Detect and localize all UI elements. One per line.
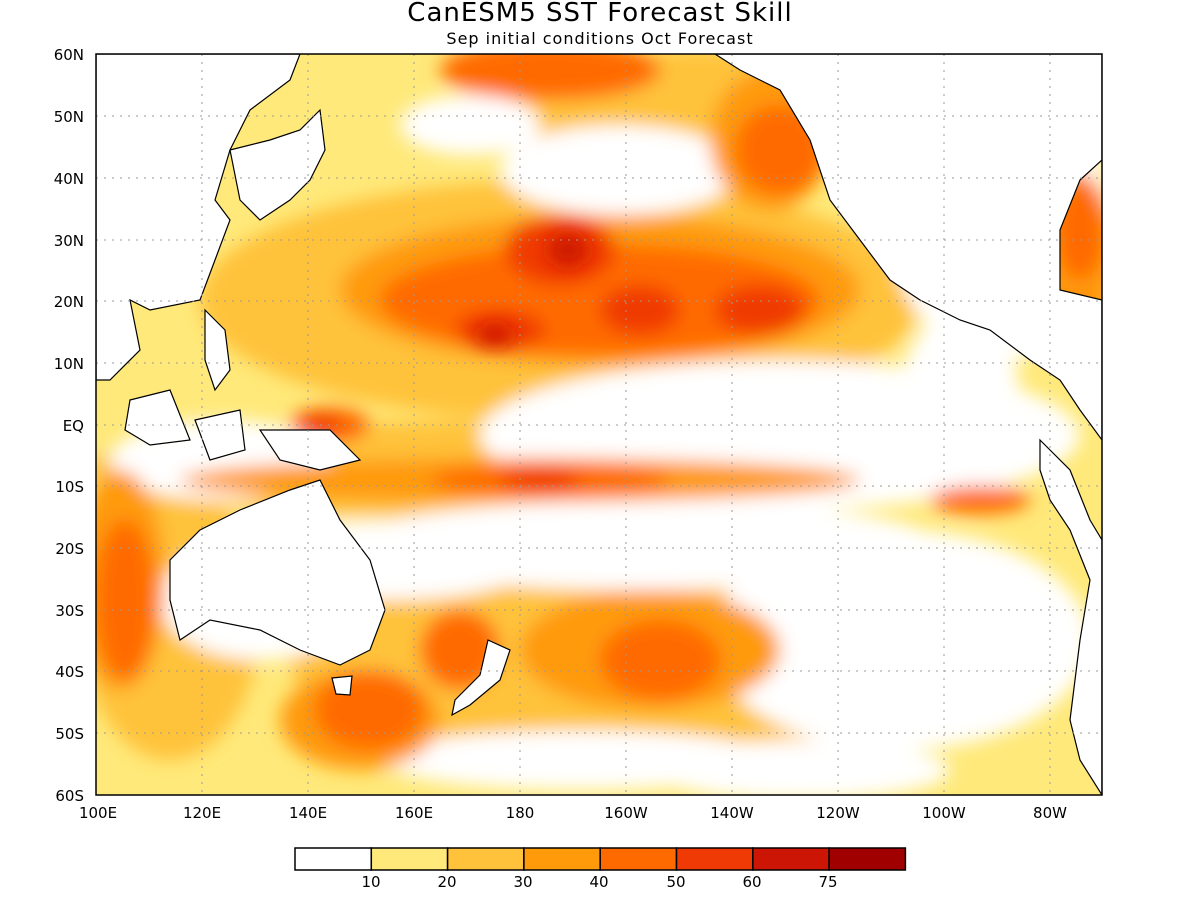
lat-axis: 60N 50N 40N 30N 20N 10N EQ 10S 20S 30S 4… [54,46,84,805]
colorbar [294,847,907,871]
lon-label: 180 [506,804,535,822]
colorbar-swatch [523,847,601,871]
colorbar-swatch [294,847,373,871]
lon-label: 100E [79,804,117,822]
lon-label: 120W [816,804,860,822]
lat-label: EQ [63,417,84,435]
colorbar-label: 60 [742,873,761,891]
map-frame [95,53,1103,796]
lon-axis: 100E 120E 140E 160E 180 160W 140W 120W 1… [79,804,1067,822]
colorbar-swatch [675,847,754,871]
colorbar-swatch [446,847,525,871]
lat-label: 50N [54,108,84,126]
lat-label: 30N [54,232,84,250]
chart-subtitle: Sep initial conditions Oct Forecast [446,29,754,48]
colorbar-swatch [828,847,907,871]
lat-label: 10N [54,355,84,373]
lat-label: 60S [55,787,84,805]
lat-label: 10S [55,478,84,496]
colorbar-swatch [752,847,830,871]
colorbar-label: 40 [589,873,608,891]
lon-label: 160W [604,804,648,822]
skill-field [96,54,1102,795]
lon-label: 140E [289,804,327,822]
lat-label: 30S [55,602,84,620]
colorbar-label: 50 [666,873,685,891]
colorbar-swatch [599,847,678,871]
colorbar-label: 30 [513,873,532,891]
colorbar-label: 20 [437,873,456,891]
lat-label: 20S [55,540,84,558]
lat-label: 50S [55,725,84,743]
colorbar-swatch [370,847,449,871]
lon-label: 80W [1033,804,1067,822]
lon-label: 160E [395,804,433,822]
lon-label: 120E [183,804,221,822]
lat-label: 20N [54,293,84,311]
colorbar-labels: 10 20 30 40 50 60 75 [361,873,837,891]
colorbar-label: 75 [818,873,837,891]
lat-label: 40S [55,663,84,681]
lat-label: 40N [54,170,84,188]
lon-label: 100W [922,804,966,822]
chart-title: CanESM5 SST Forecast Skill [407,0,793,28]
lon-label: 140W [710,804,754,822]
coastlines [96,54,1102,795]
lat-label: 60N [54,46,84,64]
map-grid [96,54,1102,795]
colorbar-label: 10 [361,873,380,891]
